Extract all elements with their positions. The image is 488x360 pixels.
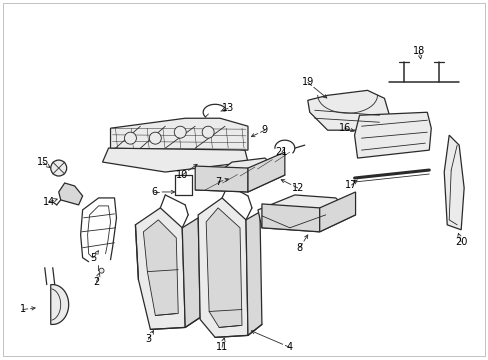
Polygon shape	[51, 285, 68, 324]
Text: 16: 16	[338, 123, 350, 133]
Polygon shape	[102, 142, 247, 172]
Text: 9: 9	[261, 125, 267, 135]
Text: 3: 3	[145, 334, 151, 345]
Polygon shape	[319, 192, 355, 232]
Text: 4: 4	[286, 342, 292, 352]
Text: 2: 2	[93, 276, 100, 287]
Text: 19: 19	[301, 77, 313, 87]
Text: 7: 7	[215, 177, 221, 187]
Polygon shape	[195, 166, 247, 192]
Circle shape	[99, 268, 104, 273]
Polygon shape	[182, 218, 200, 328]
Circle shape	[124, 132, 136, 144]
Polygon shape	[247, 152, 285, 192]
Text: 1: 1	[20, 305, 26, 315]
Text: 15: 15	[37, 157, 49, 167]
Polygon shape	[258, 195, 355, 232]
Circle shape	[174, 126, 186, 138]
Polygon shape	[135, 208, 185, 329]
Polygon shape	[143, 220, 178, 315]
Polygon shape	[262, 204, 319, 232]
Text: 10: 10	[176, 170, 188, 180]
Text: 11: 11	[216, 342, 228, 352]
Polygon shape	[443, 135, 463, 230]
Polygon shape	[354, 112, 430, 158]
Circle shape	[202, 126, 214, 138]
Text: 21: 21	[275, 147, 287, 157]
Polygon shape	[206, 208, 242, 328]
Polygon shape	[110, 118, 247, 150]
Text: 13: 13	[222, 103, 234, 113]
Polygon shape	[59, 183, 82, 205]
Text: 5: 5	[90, 253, 97, 263]
Text: 6: 6	[151, 187, 157, 197]
Polygon shape	[198, 198, 247, 337]
Circle shape	[149, 132, 161, 144]
Text: 8: 8	[296, 243, 302, 253]
Circle shape	[51, 160, 66, 176]
Text: 17: 17	[345, 180, 357, 190]
Polygon shape	[245, 212, 262, 336]
Text: 20: 20	[454, 237, 467, 247]
Polygon shape	[307, 90, 388, 130]
Text: 14: 14	[42, 197, 55, 207]
Polygon shape	[195, 158, 285, 192]
Text: 12: 12	[291, 183, 304, 193]
Text: 18: 18	[412, 45, 425, 55]
